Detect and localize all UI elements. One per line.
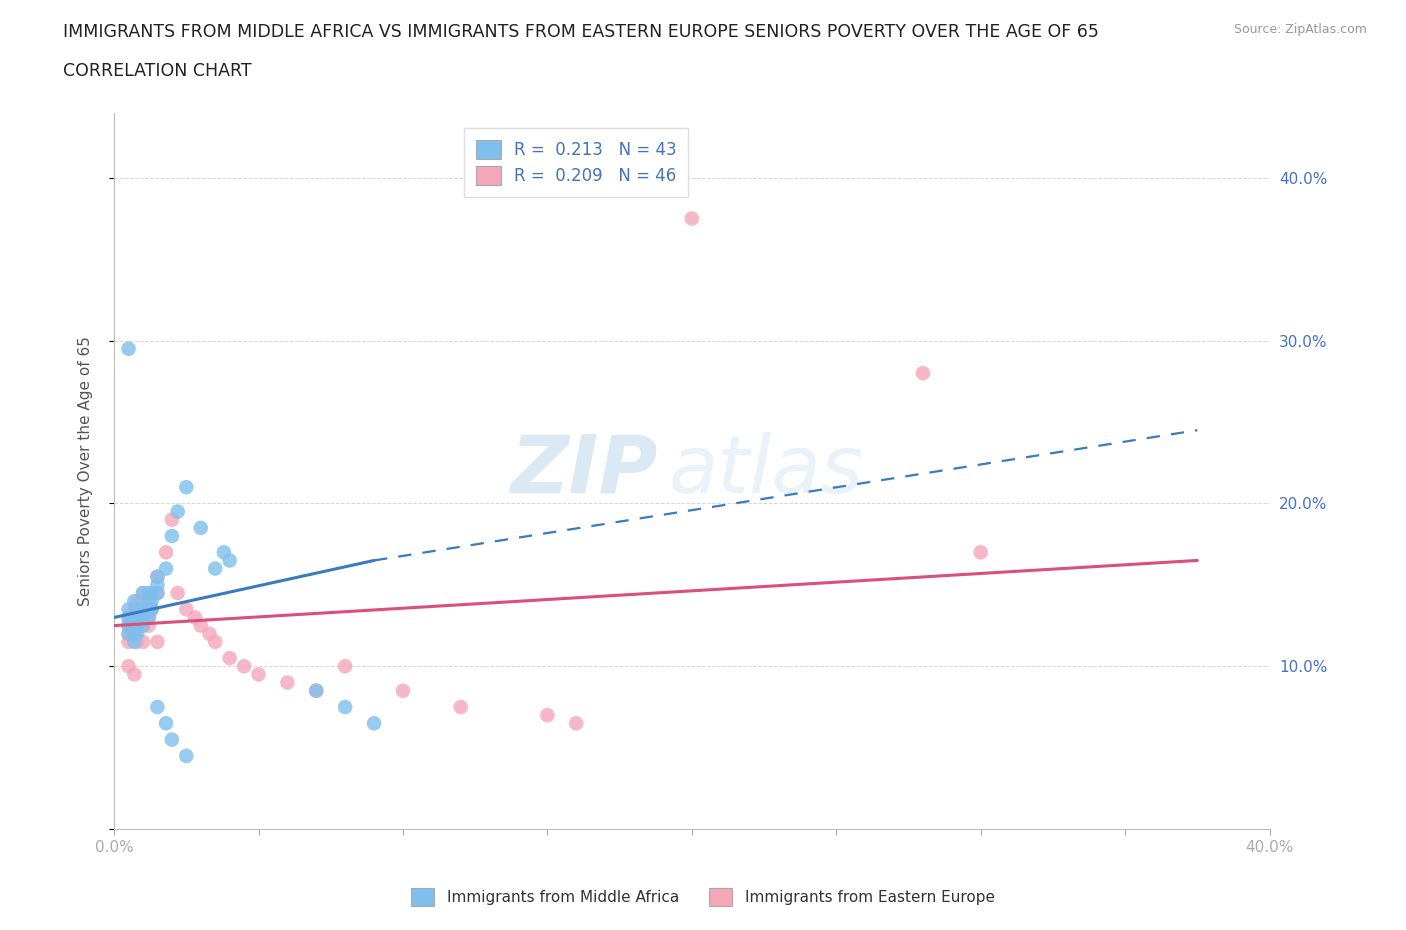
Point — [138, 586, 160, 601]
Point — [166, 586, 188, 601]
Point — [127, 634, 149, 649]
Point — [681, 211, 703, 226]
Point — [911, 365, 934, 380]
Point — [160, 528, 183, 543]
Point — [124, 667, 146, 682]
Text: IMMIGRANTS FROM MIDDLE AFRICA VS IMMIGRANTS FROM EASTERN EUROPE SENIORS POVERTY : IMMIGRANTS FROM MIDDLE AFRICA VS IMMIGRA… — [63, 23, 1099, 41]
Point — [132, 602, 155, 617]
Point — [233, 658, 256, 673]
Point — [190, 521, 212, 536]
Point — [117, 626, 139, 641]
Point — [117, 602, 139, 617]
Point — [132, 602, 155, 617]
Point — [138, 610, 160, 625]
Point — [127, 602, 149, 617]
Point — [141, 602, 163, 617]
Point — [146, 586, 169, 601]
Point — [204, 634, 226, 649]
Point — [155, 545, 177, 560]
Point — [141, 586, 163, 601]
Point — [146, 569, 169, 584]
Point — [127, 626, 149, 641]
Legend: Immigrants from Middle Africa, Immigrants from Eastern Europe: Immigrants from Middle Africa, Immigrant… — [402, 879, 1004, 915]
Point — [176, 480, 198, 495]
Y-axis label: Seniors Poverty Over the Age of 65: Seniors Poverty Over the Age of 65 — [79, 336, 93, 605]
Point — [335, 658, 357, 673]
Text: ZIP: ZIP — [510, 432, 657, 510]
Point — [138, 593, 160, 608]
Point — [127, 593, 149, 608]
Point — [124, 610, 146, 625]
Point — [117, 610, 139, 625]
Point — [146, 586, 169, 601]
Point — [184, 610, 207, 625]
Point — [176, 602, 198, 617]
Text: atlas: atlas — [669, 432, 863, 510]
Point — [124, 602, 146, 617]
Point — [124, 634, 146, 649]
Point — [132, 618, 155, 633]
Point — [146, 578, 169, 592]
Point — [212, 545, 235, 560]
Point — [124, 626, 146, 641]
Point — [124, 610, 146, 625]
Point — [190, 618, 212, 633]
Text: Source: ZipAtlas.com: Source: ZipAtlas.com — [1233, 23, 1367, 36]
Point — [117, 610, 139, 625]
Point — [146, 569, 169, 584]
Point — [138, 593, 160, 608]
Point — [141, 593, 163, 608]
Point — [117, 341, 139, 356]
Point — [117, 618, 139, 633]
Point — [276, 675, 298, 690]
Point — [155, 716, 177, 731]
Point — [132, 586, 155, 601]
Point — [969, 545, 991, 560]
Point — [117, 626, 139, 641]
Point — [392, 684, 415, 698]
Point — [132, 610, 155, 625]
Point — [363, 716, 385, 731]
Point — [127, 618, 149, 633]
Point — [146, 699, 169, 714]
Point — [160, 512, 183, 527]
Point — [176, 749, 198, 764]
Point — [124, 618, 146, 633]
Point — [565, 716, 588, 731]
Point — [247, 667, 270, 682]
Point — [127, 618, 149, 633]
Point — [305, 684, 328, 698]
Point — [335, 699, 357, 714]
Point — [198, 626, 221, 641]
Point — [138, 618, 160, 633]
Point — [132, 634, 155, 649]
Point — [146, 634, 169, 649]
Point — [166, 504, 188, 519]
Legend: R =  0.213   N = 43, R =  0.209   N = 46: R = 0.213 N = 43, R = 0.209 N = 46 — [464, 128, 689, 196]
Point — [536, 708, 558, 723]
Point — [132, 586, 155, 601]
Point — [127, 602, 149, 617]
Point — [141, 602, 163, 617]
Point — [124, 618, 146, 633]
Point — [138, 610, 160, 625]
Point — [132, 618, 155, 633]
Point — [138, 602, 160, 617]
Point — [124, 593, 146, 608]
Point — [117, 618, 139, 633]
Point — [450, 699, 472, 714]
Text: CORRELATION CHART: CORRELATION CHART — [63, 62, 252, 80]
Point — [305, 684, 328, 698]
Point — [204, 561, 226, 576]
Point — [160, 732, 183, 747]
Point — [155, 561, 177, 576]
Point — [218, 651, 240, 666]
Point — [218, 553, 240, 568]
Point — [127, 610, 149, 625]
Point — [117, 658, 139, 673]
Point — [124, 626, 146, 641]
Point — [117, 634, 139, 649]
